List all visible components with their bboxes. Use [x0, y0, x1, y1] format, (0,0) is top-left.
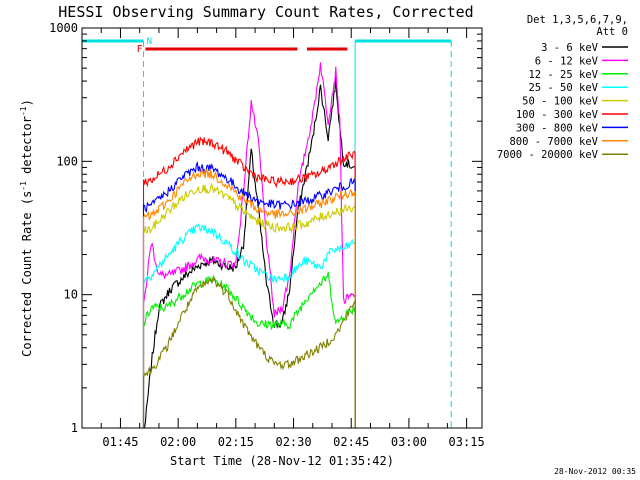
y-axis-label: Corrected Count Rate (s-1 detector-1) — [19, 99, 34, 357]
night-flag-label: N — [147, 37, 152, 47]
plot-area: FN — [81, 37, 452, 429]
series-line-0 — [143, 76, 356, 429]
series-line-1 — [142, 62, 356, 428]
plot-frame — [81, 27, 483, 429]
y-tick-label: 10 — [64, 288, 78, 302]
legend-label: 7000 - 20000 keV — [497, 149, 599, 161]
x-axis-label: Start Time (28-Nov-12 01:35:42) — [170, 454, 394, 468]
x-tick-label: 01:45 — [102, 435, 138, 449]
legend-label: 300 - 800 keV — [516, 122, 599, 134]
chart-title: HESSI Observing Summary Count Rates, Cor… — [58, 3, 473, 21]
series-line-2 — [142, 271, 356, 428]
legend-label: 25 - 50 keV — [528, 82, 598, 94]
legend-label: 3 - 6 keV — [541, 42, 599, 54]
x-tick-label: 02:15 — [218, 435, 254, 449]
flare-flag-label: F — [137, 44, 143, 55]
series-line-4 — [142, 182, 356, 428]
x-tick-label: 02:30 — [275, 435, 311, 449]
series-line-3 — [142, 223, 356, 428]
y-tick-label: 100 — [56, 154, 78, 168]
y-tick-label: 1 — [71, 421, 78, 435]
series-line-5 — [142, 136, 356, 428]
legend-header-line1: Det 1,3,5,6,7,9, — [527, 14, 628, 26]
x-axis-ticks: 01:45 02:00 02:15 02:30 02:45 03:00 03:15 — [100, 28, 485, 449]
y-tick-label: 1000 — [49, 21, 78, 35]
series-line-6 — [142, 161, 356, 428]
legend-label: 100 - 300 keV — [516, 109, 599, 121]
series-line-7 — [142, 167, 356, 428]
y-axis-ticks: 1 10 100 1000 — [49, 21, 482, 435]
x-tick-label: 03:00 — [391, 435, 427, 449]
x-tick-label: 02:00 — [160, 435, 196, 449]
x-tick-label: 02:45 — [333, 435, 369, 449]
legend-label: 800 - 7000 keV — [509, 136, 598, 148]
legend-label: 50 - 100 keV — [522, 96, 599, 108]
legend-label: 12 - 25 keV — [528, 69, 598, 81]
series-line-8 — [142, 276, 356, 428]
x-tick-label: 03:15 — [449, 435, 485, 449]
legend-header-line2: Att 0 — [596, 26, 628, 38]
legend-label: 6 - 12 keV — [535, 55, 599, 67]
timestamp: 28-Nov-2012 00:35 — [554, 467, 636, 476]
